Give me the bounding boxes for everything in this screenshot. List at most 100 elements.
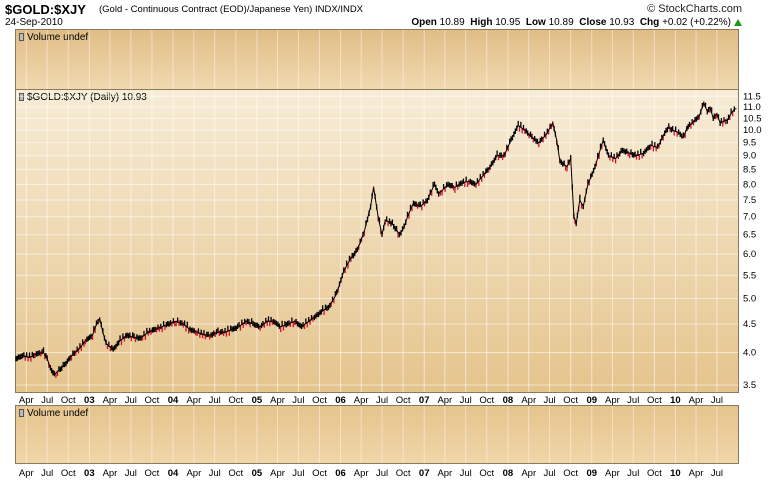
x-tick-label: Oct bbox=[563, 395, 578, 406]
close-label: Close bbox=[579, 17, 607, 28]
open-value: 10.89 bbox=[439, 17, 465, 28]
symbol[interactable]: $GOLD:$XJY bbox=[5, 2, 86, 17]
x-tick-label-bottom: 03 bbox=[84, 468, 95, 479]
x-tick-label: Jul bbox=[292, 395, 304, 406]
x-tick-label-bottom: Jul bbox=[544, 468, 556, 479]
x-tick-label-bottom: Oct bbox=[396, 468, 411, 479]
y-tick-label: 8.0 bbox=[743, 179, 756, 190]
x-tick-label-bottom: Jul bbox=[627, 468, 639, 479]
x-tick-label: Oct bbox=[479, 395, 494, 406]
bottom-volume-label: Volume undef bbox=[19, 408, 88, 419]
x-tick-label: 03 bbox=[84, 395, 95, 406]
x-tick-label-bottom: 08 bbox=[503, 468, 514, 479]
x-tick-label: Jul bbox=[627, 395, 639, 406]
y-tick-label: 4.5 bbox=[743, 319, 756, 330]
x-tick-label-bottom: Jul bbox=[460, 468, 472, 479]
x-tick-label: Oct bbox=[647, 395, 662, 406]
symbol-description: (Gold - Continuous Contract (EOD)/Japane… bbox=[99, 4, 363, 15]
panel-handle-icon[interactable] bbox=[19, 409, 24, 417]
x-tick-label: Oct bbox=[396, 395, 411, 406]
x-tick-label: Jul bbox=[460, 395, 472, 406]
close-value: 10.93 bbox=[609, 17, 635, 28]
low-label: Low bbox=[525, 17, 546, 28]
high-value: 10.95 bbox=[495, 17, 521, 28]
description-text: (Gold - Continuous Contract (EOD)/Japane… bbox=[99, 4, 313, 15]
x-tick-label-bottom: Apr bbox=[270, 468, 285, 479]
x-tick-label: Oct bbox=[145, 395, 160, 406]
up-arrow-icon bbox=[734, 18, 742, 26]
x-tick-label-bottom: Apr bbox=[186, 468, 201, 479]
x-tick-label: Jul bbox=[41, 395, 53, 406]
x-tick-label-bottom: Oct bbox=[61, 468, 76, 479]
y-tick-label: 8.5 bbox=[743, 165, 756, 176]
x-tick-label-bottom: Oct bbox=[647, 468, 662, 479]
y-tick-label: 4.0 bbox=[743, 348, 756, 359]
top-volume-label: Volume undef bbox=[19, 32, 88, 43]
x-tick-label-bottom: 09 bbox=[586, 468, 597, 479]
x-tick-label: Jul bbox=[125, 395, 137, 406]
x-tick-label-bottom: 10 bbox=[670, 468, 681, 479]
x-tick-label-bottom: 04 bbox=[168, 468, 179, 479]
x-tick-label: 04 bbox=[168, 395, 179, 406]
stockcharts-logo[interactable]: © StockCharts.com bbox=[647, 3, 742, 15]
price-line bbox=[15, 101, 737, 376]
y-tick-label: 6.0 bbox=[743, 249, 756, 260]
x-tick-label: Apr bbox=[103, 395, 118, 406]
x-tick-label: Jul bbox=[711, 395, 723, 406]
x-tick-label: 10 bbox=[670, 395, 681, 406]
high-label: High bbox=[470, 17, 493, 28]
chg-value: +0.02 (+0.22%) bbox=[662, 17, 731, 28]
x-tick-label-bottom: Jul bbox=[711, 468, 723, 479]
top-volume-panel: Volume undef bbox=[15, 29, 739, 90]
top-volume-text: Volume undef bbox=[27, 32, 89, 43]
y-tick-label: 3.5 bbox=[743, 380, 756, 391]
x-tick-label-bottom: Jul bbox=[125, 468, 137, 479]
x-tick-label-bottom: Oct bbox=[312, 468, 327, 479]
y-tick-label: 7.0 bbox=[743, 212, 756, 223]
y-tick-label: 9.0 bbox=[743, 151, 756, 162]
y-tick-label: 11.5 bbox=[743, 91, 761, 102]
y-tick-label: 10.5 bbox=[743, 113, 762, 124]
x-tick-label-bottom: Apr bbox=[605, 468, 620, 479]
x-tick-label: Apr bbox=[354, 395, 369, 406]
price-panel-label: $GOLD:$XJY (Daily) 10.93 bbox=[19, 92, 147, 103]
ohlc-readout: Open 10.89 High 10.95 Low 10.89 Close 10… bbox=[411, 17, 742, 28]
x-tick-label-bottom: Oct bbox=[563, 468, 578, 479]
panel-handle-icon[interactable] bbox=[19, 33, 24, 41]
x-tick-label-bottom: Apr bbox=[689, 468, 704, 479]
x-tick-label-bottom: Jul bbox=[292, 468, 304, 479]
x-tick-label-bottom: Oct bbox=[228, 468, 243, 479]
x-tick-label-bottom: Jul bbox=[376, 468, 388, 479]
x-tick-label: Oct bbox=[312, 395, 327, 406]
x-tick-label-bottom: Apr bbox=[19, 468, 34, 479]
exchange-text: INDX/INDX bbox=[314, 4, 364, 15]
bottom-volume-text: Volume undef bbox=[27, 408, 89, 419]
x-tick-label-bottom: Jul bbox=[41, 468, 53, 479]
chart-date: 24-Sep-2010 bbox=[5, 17, 63, 28]
x-tick-label: Jul bbox=[209, 395, 221, 406]
x-tick-label-bottom: 05 bbox=[252, 468, 263, 479]
x-tick-label-bottom: Apr bbox=[354, 468, 369, 479]
x-tick-label-bottom: 06 bbox=[335, 468, 346, 479]
x-tick-label: Apr bbox=[186, 395, 201, 406]
open-label: Open bbox=[411, 17, 437, 28]
x-tick-label: Apr bbox=[19, 395, 34, 406]
x-tick-label-bottom: Apr bbox=[437, 468, 452, 479]
x-tick-label: 06 bbox=[335, 395, 346, 406]
x-tick-label: Oct bbox=[61, 395, 76, 406]
x-tick-label-bottom: Apr bbox=[521, 468, 536, 479]
x-tick-label: Jul bbox=[376, 395, 388, 406]
x-tick-label: Apr bbox=[437, 395, 452, 406]
x-tick-label: Apr bbox=[521, 395, 536, 406]
chg-label: Chg bbox=[639, 17, 660, 28]
x-tick-label: Apr bbox=[689, 395, 704, 406]
x-tick-label-bottom: Apr bbox=[103, 468, 118, 479]
panel-handle-icon[interactable] bbox=[19, 93, 24, 101]
x-tick-label: Oct bbox=[228, 395, 243, 406]
x-tick-label: 08 bbox=[503, 395, 514, 406]
price-panel: $GOLD:$XJY (Daily) 10.93 bbox=[15, 89, 739, 393]
y-tick-label: 10.0 bbox=[743, 125, 762, 136]
x-tick-label: 07 bbox=[419, 395, 430, 406]
low-value: 10.89 bbox=[548, 17, 574, 28]
